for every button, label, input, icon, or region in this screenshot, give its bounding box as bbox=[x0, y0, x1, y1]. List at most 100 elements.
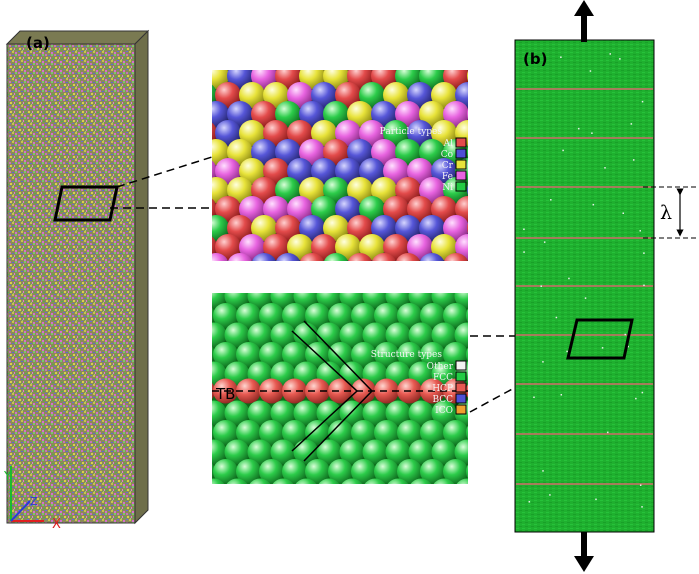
fcc-atom bbox=[282, 303, 307, 328]
atom bbox=[407, 120, 433, 146]
atom bbox=[419, 215, 445, 241]
hcp-atom bbox=[282, 378, 307, 404]
atom bbox=[251, 215, 277, 241]
fcc-atom bbox=[236, 342, 261, 367]
atom bbox=[311, 158, 337, 184]
fcc-atom bbox=[431, 439, 457, 465]
legend-label: FCC bbox=[433, 373, 453, 383]
fcc-atom bbox=[410, 478, 432, 484]
atom bbox=[467, 185, 468, 195]
fcc-atom bbox=[397, 459, 422, 484]
atom bbox=[323, 101, 349, 127]
atom bbox=[299, 177, 325, 203]
fcc-atom bbox=[408, 322, 434, 348]
defect-speck bbox=[584, 297, 587, 299]
fcc-atom bbox=[213, 459, 238, 484]
z-axis-label: Z bbox=[30, 495, 38, 508]
atom bbox=[407, 82, 433, 108]
z-axis-arrow bbox=[10, 500, 31, 522]
hcp-atom bbox=[351, 378, 376, 404]
fcc-atom bbox=[478, 323, 503, 348]
x-axis-label: X bbox=[52, 517, 61, 532]
fcc-atom bbox=[236, 264, 261, 289]
fcc-atom bbox=[431, 322, 457, 348]
atom bbox=[212, 198, 217, 220]
defect-speck bbox=[555, 316, 558, 319]
atom bbox=[371, 177, 397, 203]
atom bbox=[335, 44, 361, 70]
fcc-atom bbox=[397, 420, 422, 445]
atom bbox=[311, 196, 337, 222]
atom bbox=[179, 215, 205, 241]
legend-label: Co bbox=[441, 150, 453, 160]
fcc-atom bbox=[408, 400, 434, 426]
atom bbox=[407, 196, 433, 222]
atom bbox=[371, 139, 397, 165]
atom bbox=[348, 253, 372, 261]
defect-speck bbox=[566, 350, 568, 353]
fcc-atom bbox=[420, 303, 445, 328]
defect-speck bbox=[523, 228, 525, 231]
defect-speck bbox=[560, 394, 563, 396]
fcc-atom bbox=[270, 400, 296, 426]
atom bbox=[383, 120, 409, 146]
atom bbox=[395, 177, 421, 203]
atom bbox=[215, 120, 241, 146]
hcp-atom bbox=[305, 378, 330, 404]
defect-speck bbox=[624, 333, 626, 336]
atom bbox=[263, 82, 289, 108]
atom bbox=[479, 120, 505, 146]
atom bbox=[443, 101, 468, 127]
defect-speck bbox=[592, 203, 595, 206]
hcp-atom bbox=[259, 378, 284, 404]
defect-speck bbox=[639, 484, 642, 486]
fcc-atom bbox=[364, 478, 386, 484]
fcc-atom bbox=[282, 264, 307, 289]
fcc-atom bbox=[316, 400, 342, 426]
legend-label: HCP bbox=[432, 384, 453, 394]
defect-speck bbox=[562, 149, 564, 152]
chevron-line-right bbox=[303, 320, 374, 462]
fcc-atom bbox=[212, 463, 215, 480]
fcc-atom bbox=[179, 479, 204, 504]
atom bbox=[215, 234, 241, 260]
legend-label: Cr bbox=[442, 161, 454, 171]
zoom-region-box-b bbox=[566, 318, 634, 360]
atom bbox=[300, 253, 324, 261]
defect-speck bbox=[604, 167, 606, 169]
atom bbox=[311, 44, 337, 70]
fcc-atom bbox=[466, 425, 468, 440]
axes-triad: Y X Z bbox=[3, 466, 61, 532]
atom bbox=[335, 234, 361, 260]
atom bbox=[311, 120, 337, 146]
fcc-atom bbox=[454, 439, 468, 465]
fcc-atom bbox=[374, 342, 399, 367]
defect-speck bbox=[549, 494, 551, 496]
fcc-atom bbox=[443, 264, 468, 289]
fcc-atom bbox=[179, 284, 204, 309]
atom bbox=[179, 253, 205, 279]
atom bbox=[239, 44, 265, 70]
defect-speck bbox=[622, 212, 625, 214]
atom bbox=[479, 196, 505, 222]
atom bbox=[335, 120, 361, 146]
atom bbox=[467, 253, 493, 279]
fcc-atom bbox=[489, 264, 514, 289]
legend-label: Fe bbox=[442, 172, 453, 182]
atom bbox=[347, 101, 373, 127]
fcc-atom bbox=[328, 342, 353, 367]
atom bbox=[251, 139, 277, 165]
fcc-atom bbox=[305, 303, 330, 328]
atom bbox=[252, 253, 276, 261]
fcc-atom bbox=[374, 303, 399, 328]
atom bbox=[263, 158, 289, 184]
particle-atoms bbox=[179, 44, 505, 279]
fcc-atom bbox=[179, 440, 204, 465]
fcc-atom bbox=[351, 303, 376, 328]
atom bbox=[479, 234, 505, 260]
fcc-atom bbox=[213, 342, 238, 367]
atom bbox=[431, 44, 457, 70]
atom bbox=[212, 84, 217, 106]
